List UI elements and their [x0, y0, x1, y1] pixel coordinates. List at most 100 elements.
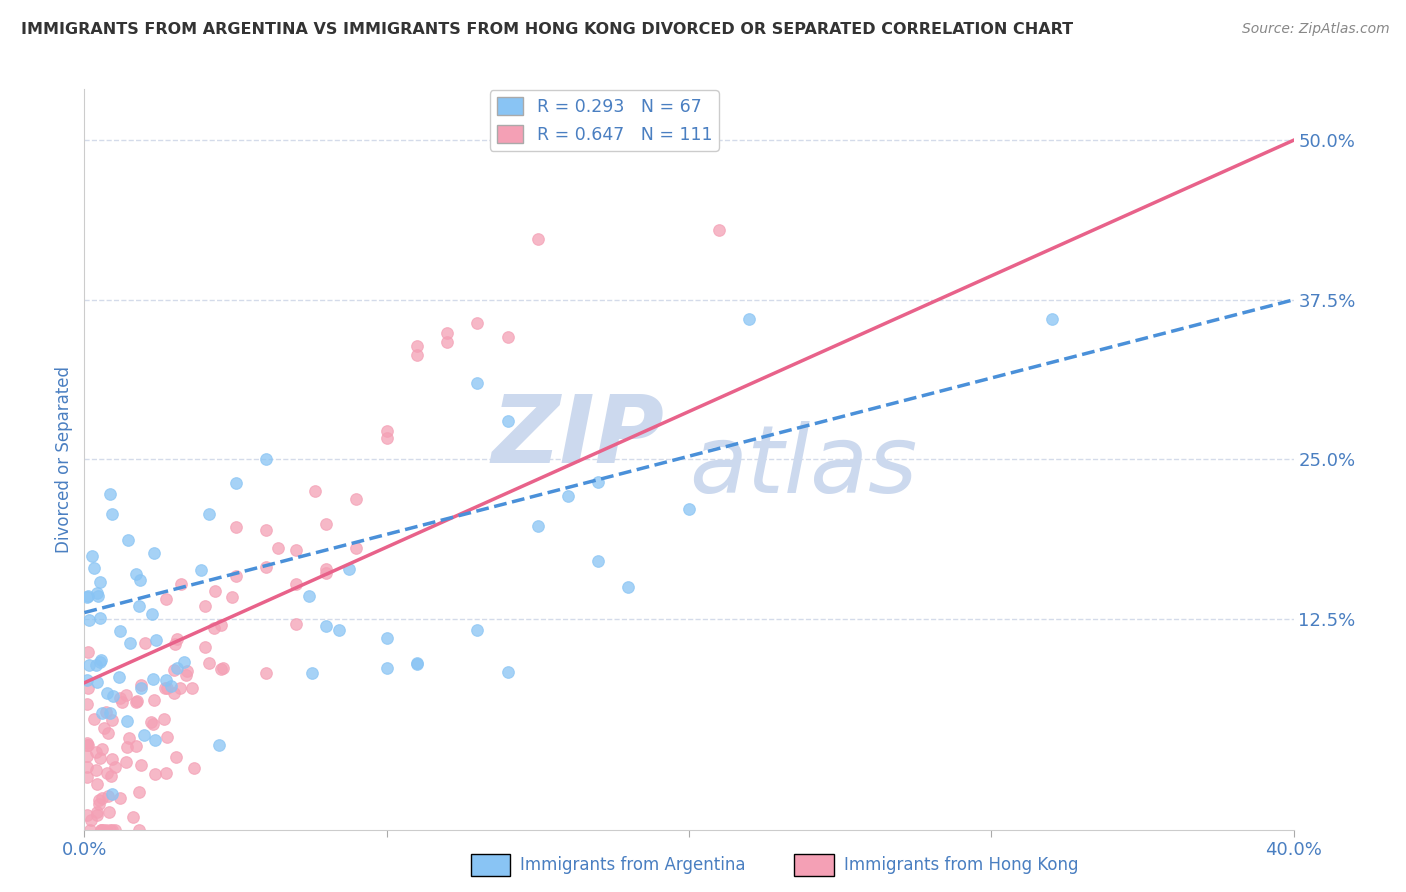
Point	[115, 740, 138, 755]
Point	[91, 822, 114, 837]
Point	[129, 678, 152, 692]
Point	[221, 590, 243, 604]
Point	[79, 657, 101, 672]
Point	[142, 716, 165, 731]
Point	[160, 679, 183, 693]
Point	[128, 573, 150, 587]
Point	[1040, 312, 1063, 326]
Point	[76, 673, 98, 687]
Point	[202, 621, 225, 635]
Point	[86, 777, 108, 791]
Legend: R = 0.293   N = 67, R = 0.647   N = 111: R = 0.293 N = 67, R = 0.647 N = 111	[489, 90, 718, 151]
Point	[375, 431, 398, 445]
Point	[183, 761, 205, 775]
Point	[588, 554, 610, 568]
Point	[125, 694, 148, 708]
Point	[115, 714, 138, 728]
Point	[738, 312, 761, 326]
Point	[225, 476, 247, 491]
Point	[125, 739, 148, 753]
Point	[89, 751, 111, 765]
Point	[678, 501, 700, 516]
Point	[76, 770, 98, 784]
Point	[170, 577, 193, 591]
Point	[104, 760, 127, 774]
Point	[134, 636, 156, 650]
Text: atlas: atlas	[689, 421, 917, 512]
Point	[101, 787, 124, 801]
Point	[166, 660, 188, 674]
Point	[76, 807, 98, 822]
Point	[254, 559, 277, 574]
Point	[131, 758, 153, 772]
Point	[165, 637, 187, 651]
Point	[98, 822, 121, 837]
Point	[97, 789, 120, 803]
Point	[84, 745, 107, 759]
Point	[104, 822, 127, 837]
Point	[129, 681, 152, 695]
Point	[89, 574, 111, 589]
Point	[86, 805, 108, 819]
Point	[155, 592, 177, 607]
Point	[101, 822, 124, 837]
Point	[100, 508, 122, 522]
Point	[254, 665, 277, 680]
Point	[101, 713, 124, 727]
Point	[76, 738, 98, 752]
Point	[82, 549, 104, 564]
Point	[110, 691, 132, 706]
Point	[118, 731, 141, 745]
Point	[84, 657, 107, 672]
Point	[315, 566, 337, 581]
Point	[101, 752, 124, 766]
Point	[496, 329, 519, 343]
Point	[84, 763, 107, 777]
Point	[97, 805, 120, 819]
Point	[212, 661, 235, 675]
Point	[96, 686, 118, 700]
Point	[101, 689, 124, 703]
Point	[128, 599, 150, 613]
Point	[114, 755, 136, 769]
Point	[141, 715, 163, 730]
Point	[709, 222, 731, 236]
Point	[77, 613, 100, 627]
Point	[94, 822, 117, 837]
Point	[134, 728, 156, 742]
Point	[557, 489, 579, 503]
Point	[198, 657, 221, 671]
Point	[108, 670, 131, 684]
Point	[115, 688, 138, 702]
Point	[198, 507, 221, 521]
Text: Immigrants from Hong Kong: Immigrants from Hong Kong	[844, 856, 1078, 874]
Point	[467, 316, 489, 330]
Point	[166, 632, 188, 647]
Point	[155, 731, 177, 745]
Point	[94, 705, 117, 719]
Point	[108, 791, 131, 805]
Point	[156, 681, 179, 695]
Point	[298, 589, 321, 603]
Point	[76, 591, 98, 605]
Point	[496, 414, 519, 428]
Point	[125, 694, 148, 708]
Point	[527, 231, 550, 245]
Point	[375, 631, 398, 645]
Point	[436, 335, 458, 350]
Point	[100, 487, 122, 501]
Point	[225, 520, 247, 534]
Point	[79, 813, 101, 827]
Point	[174, 668, 197, 682]
Point	[111, 695, 134, 709]
Point	[143, 733, 166, 747]
Point	[91, 742, 114, 756]
Point	[90, 822, 112, 837]
Point	[90, 790, 112, 805]
Text: Source: ZipAtlas.com: Source: ZipAtlas.com	[1241, 22, 1389, 37]
Point	[87, 590, 110, 604]
Point	[89, 793, 111, 807]
Point	[93, 721, 115, 735]
Point	[128, 785, 150, 799]
Point	[108, 624, 131, 638]
